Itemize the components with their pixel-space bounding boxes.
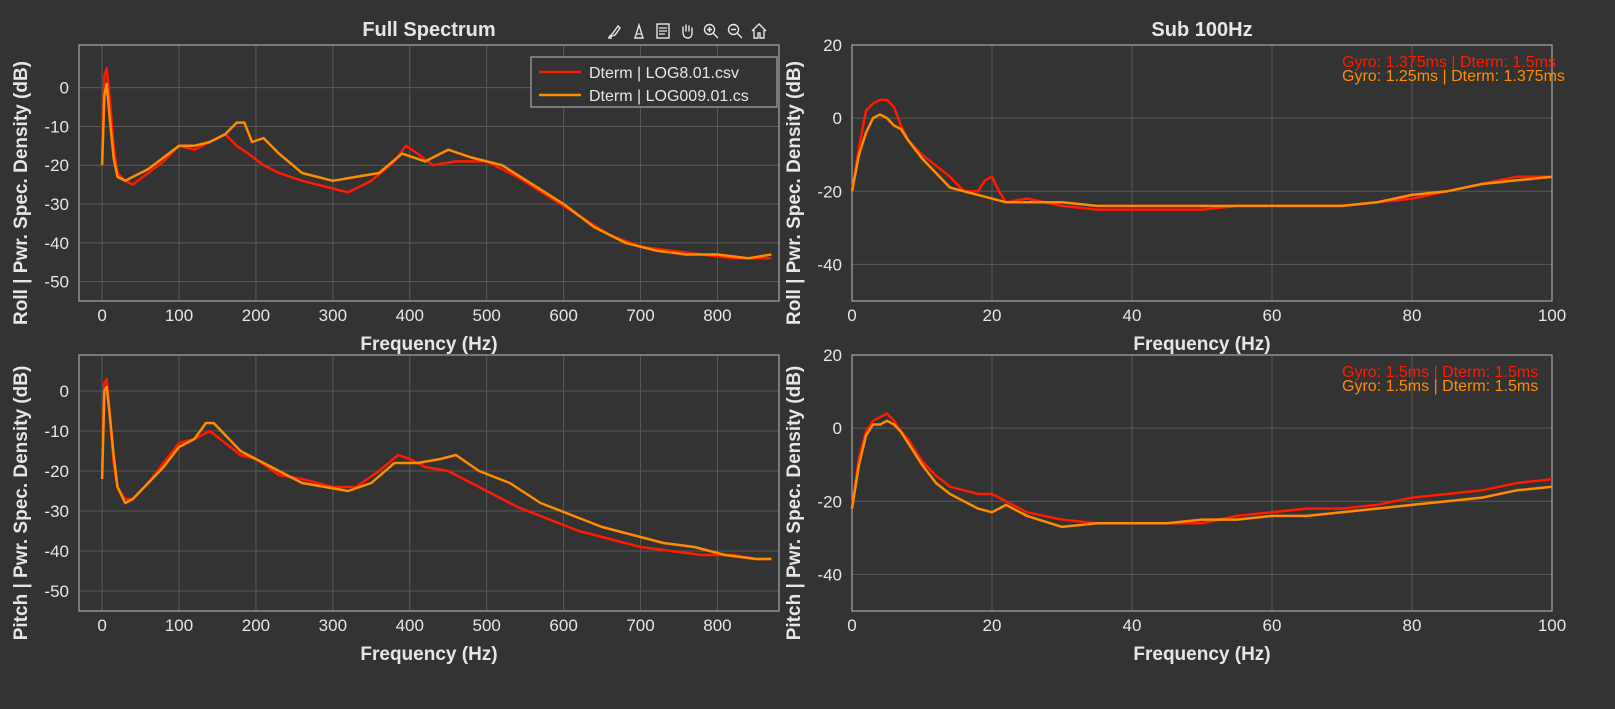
x-tick-label: 700 [626,306,654,325]
zoom-out-icon[interactable] [724,20,745,41]
axes-box [78,44,780,302]
y-axis-label: Pitch | Pwr. Spec. Density (dB) [11,366,32,641]
x-tick-label: 80 [1403,306,1422,325]
y-axis-label: Roll | Pwr. Spec. Density (dB) [11,61,32,325]
legend-label: Dterm | LOG8.01.csv [589,65,739,82]
series-line-2 [100,82,772,260]
x-axis-label: Frequency (Hz) [360,334,497,355]
series-line-2 [850,419,1553,529]
x-tick-label: 60 [1263,616,1282,635]
annotation-text: Gyro: 1.5ms | Dterm: 1.5ms [1342,378,1538,395]
series-line-1 [850,98,1552,211]
legend-label: Dterm | LOG009.01.cs [589,88,749,105]
x-tick-label: 60 [1263,306,1282,325]
x-tick-label: 800 [703,616,731,635]
axes-box [851,44,1553,302]
zoom-in-icon[interactable] [700,20,721,41]
y-tick-label: 0 [60,382,69,401]
chart-title: Sub 100Hz [1151,19,1252,41]
legend-box [530,56,778,108]
chart-title: Full Spectrum [362,19,495,41]
x-tick-label: 800 [703,306,731,325]
y-tick-label: -40 [817,255,842,274]
x-tick-label: 600 [549,616,577,635]
series-line-1 [850,412,1553,525]
x-tick-label: 100 [165,306,193,325]
y-tick-label: -10 [44,422,69,441]
chart-sub100-roll: 0 20 40 60 80 100 20 0 -20 -40 Frequency (Hz) Roll … [784,19,1566,355]
axes-toolbar [604,20,769,41]
x-tick-label: 700 [626,616,654,635]
x-tick-label: 500 [473,616,501,635]
x-tick-label: 300 [319,306,347,325]
x-tick-label: 400 [396,306,424,325]
pan-icon[interactable] [676,20,697,41]
x-axis-label: Frequency (Hz) [360,644,497,665]
legend-icon[interactable] [652,20,673,41]
y-tick-label: -30 [44,502,69,521]
x-tick-label: 200 [242,616,270,635]
x-tick-label: 200 [242,306,270,325]
y-tick-label: -40 [817,565,842,584]
x-tick-label: 20 [983,616,1002,635]
home-icon[interactable] [748,20,769,41]
x-tick-label: 40 [1123,306,1142,325]
x-tick-label: 20 [983,306,1002,325]
axes-box [78,354,780,612]
chart-full-pitch: 0 100 200 300 400 500 600 700 800 0 -10 -20 -30 -40 -5… [11,354,780,665]
data-tips-icon[interactable] [628,20,649,41]
brush-icon[interactable] [604,20,625,41]
y-tick-label: -50 [44,273,69,292]
y-tick-label: -20 [817,492,842,511]
y-axis-label: Roll | Pwr. Spec. Density (dB) [784,61,805,325]
chart-full-roll: 0 100 200 300 400 500 600 700 800 0 -10 -20 -30 -40 -5… [11,19,780,355]
x-tick-label: 40 [1123,616,1142,635]
x-tick-label: 0 [847,616,856,635]
y-tick-label: 0 [833,419,842,438]
x-axis-label: Frequency (Hz) [1133,644,1270,665]
series-line-1 [100,377,772,561]
y-tick-label: 0 [60,79,69,98]
y-tick-label: -20 [817,182,842,201]
x-tick-label: 0 [847,306,856,325]
y-tick-label: -30 [44,195,69,214]
y-tick-label: 20 [823,346,842,365]
x-axis-label: Frequency (Hz) [1133,334,1270,355]
y-tick-label: -50 [44,582,69,601]
x-tick-label: 400 [396,616,424,635]
axes-box [851,354,1553,612]
series-line-2 [850,113,1553,208]
y-tick-label: -40 [44,542,69,561]
annotation-text: Gyro: 1.5ms | Dterm: 1.5ms [1342,364,1538,381]
y-tick-label: -20 [44,462,69,481]
x-tick-label: 0 [97,616,106,635]
x-tick-label: 100 [1538,306,1566,325]
annotation-text: Gyro: 1.25ms | Dterm: 1.375ms [1342,68,1565,85]
y-tick-label: 20 [823,36,842,55]
x-tick-label: 500 [473,306,501,325]
series-line-2 [100,385,772,561]
chart-sub100-pitch: 0 20 40 60 80 100 20 0 -20 -40 Frequency (Hz) Pitch… [784,346,1566,665]
y-tick-label: -40 [44,234,69,253]
y-axis-label: Pitch | Pwr. Spec. Density (dB) [784,366,805,641]
x-tick-label: 100 [165,616,193,635]
x-tick-label: 600 [549,306,577,325]
x-tick-label: 100 [1538,616,1566,635]
x-tick-label: 80 [1403,616,1422,635]
y-tick-label: -10 [44,117,69,136]
y-tick-label: 0 [833,109,842,128]
legend: Dterm | LOG8.01.csv Dterm | LOG009.01.cs [530,56,778,108]
x-tick-label: 300 [319,616,347,635]
x-tick-label: 0 [97,306,106,325]
annotation-text: Gyro: 1.375ms | Dterm: 1.5ms [1342,54,1556,71]
y-tick-label: -20 [44,156,69,175]
